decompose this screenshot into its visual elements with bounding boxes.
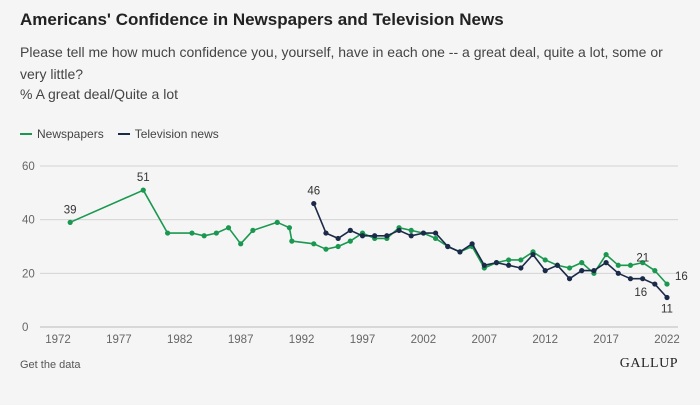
- x-tick-label-1992: 1992: [289, 334, 315, 346]
- data-point-television-news-1: [323, 230, 329, 236]
- data-point-television-news-28: [652, 281, 658, 287]
- data-label-newspapers-21: 21: [636, 253, 649, 265]
- data-point-newspapers-7: [238, 241, 244, 247]
- data-point-television-news-2: [335, 235, 341, 242]
- data-point-television-news-11: [445, 243, 451, 250]
- data-point-newspapers-14: [335, 243, 341, 250]
- data-point-newspapers-13: [323, 246, 329, 252]
- data-point-television-news-14: [481, 262, 487, 268]
- data-point-newspapers-34: [579, 260, 585, 266]
- data-point-television-news-22: [579, 268, 585, 274]
- x-tick-label-1997: 1997: [350, 334, 376, 346]
- legend-item-newspapers[interactable]: Newspapers: [20, 127, 104, 141]
- data-point-newspapers-4: [201, 233, 207, 239]
- data-label-television-news-46: 46: [307, 186, 320, 198]
- data-point-newspapers-5: [213, 230, 219, 236]
- gallup-logo: GALLUP: [619, 356, 678, 371]
- data-point-newspapers-3: [189, 230, 195, 236]
- data-point-newspapers-29: [518, 257, 524, 263]
- data-point-television-news-9: [420, 230, 426, 236]
- data-point-newspapers-8: [250, 227, 256, 233]
- data-point-television-news-4: [359, 233, 366, 239]
- y-tick-label-60: 60: [22, 161, 35, 173]
- data-point-newspapers-33: [566, 265, 573, 271]
- data-point-television-news-27: [640, 276, 646, 282]
- data-point-newspapers-37: [615, 262, 621, 268]
- x-tick-label-1982: 1982: [167, 334, 193, 346]
- data-point-newspapers-0: [67, 219, 73, 225]
- data-point-television-news-8: [408, 233, 414, 239]
- data-point-newspapers-11: [289, 238, 295, 244]
- data-point-newspapers-41: [664, 281, 670, 287]
- data-point-newspapers-38: [627, 262, 634, 268]
- legend-swatch-television-news: [117, 133, 130, 135]
- data-point-television-news-26: [627, 276, 634, 282]
- x-tick-label-2022: 2022: [654, 334, 680, 346]
- data-point-newspapers-40: [652, 268, 658, 274]
- data-point-newspapers-10: [286, 225, 293, 231]
- data-point-newspapers-36: [603, 251, 609, 258]
- data-point-television-news-25: [615, 270, 621, 276]
- chart-title: Americans' Confidence in Newspapers and …: [20, 10, 504, 29]
- data-point-newspapers-1: [140, 187, 146, 193]
- data-label-television-news-11: 11: [661, 303, 673, 315]
- data-point-television-news-23: [591, 268, 597, 274]
- data-point-newspapers-39: [640, 260, 646, 266]
- data-point-television-news-17: [518, 265, 524, 271]
- data-point-newspapers-28: [506, 257, 512, 263]
- data-point-television-news-15: [493, 260, 500, 266]
- data-point-television-news-0: [311, 200, 317, 207]
- data-point-newspapers-31: [542, 257, 548, 263]
- x-tick-label-1987: 1987: [228, 334, 254, 346]
- legend-label-newspapers: Newspapers: [37, 127, 104, 141]
- chart-legend: Newspapers Television news: [20, 127, 219, 141]
- data-point-television-news-19: [542, 268, 548, 274]
- legend-label-television-news: Television news: [134, 127, 219, 141]
- data-point-newspapers-6: [225, 225, 232, 231]
- x-tick-label-1972: 1972: [45, 334, 71, 346]
- data-point-television-news-24: [603, 260, 609, 266]
- data-point-newspapers-15: [347, 238, 353, 244]
- data-label-television-news-16: 16: [634, 287, 647, 299]
- chart-subtitle: Please tell me how much confidence you, …: [20, 44, 663, 82]
- x-tick-label-2017: 2017: [593, 334, 619, 346]
- x-tick-label-2012: 2012: [532, 334, 558, 346]
- data-point-television-news-7: [396, 227, 402, 233]
- y-tick-label-0: 0: [22, 322, 28, 334]
- series-line-television-news: [313, 203, 668, 299]
- data-point-newspapers-9: [274, 219, 280, 225]
- data-point-television-news-20: [554, 262, 560, 268]
- data-point-newspapers-2: [165, 230, 171, 236]
- data-point-television-news-29: [664, 294, 670, 301]
- data-label-newspapers-16: 16: [675, 271, 688, 283]
- series-line-newspapers: [69, 189, 668, 285]
- data-label-newspapers-39: 39: [64, 204, 77, 216]
- data-point-newspapers-20: [408, 227, 414, 233]
- data-point-television-news-21: [566, 276, 573, 282]
- data-point-newspapers-12: [311, 241, 317, 247]
- data-point-television-news-18: [530, 251, 536, 258]
- data-point-newspapers-22: [432, 235, 439, 242]
- data-point-television-news-5: [372, 233, 378, 239]
- data-point-television-news-13: [469, 241, 475, 247]
- y-tick-label-20: 20: [22, 268, 35, 280]
- data-label-newspapers-51: 51: [137, 172, 150, 184]
- legend-item-television-news[interactable]: Television news: [117, 127, 219, 141]
- x-tick-label-2002: 2002: [411, 334, 437, 346]
- x-tick-label-1977: 1977: [106, 334, 132, 346]
- data-point-television-news-10: [432, 230, 439, 236]
- data-point-television-news-12: [457, 249, 463, 255]
- data-point-television-news-3: [347, 227, 353, 233]
- legend-swatch-newspapers: [20, 133, 32, 135]
- x-tick-label-2007: 2007: [472, 334, 498, 346]
- data-point-television-news-6: [384, 233, 390, 239]
- data-point-television-news-16: [506, 262, 512, 268]
- get-the-data-link[interactable]: Get the data: [20, 359, 81, 371]
- y-tick-label-40: 40: [22, 215, 35, 227]
- measure-label: % A great deal/Quite a lot: [20, 86, 178, 102]
